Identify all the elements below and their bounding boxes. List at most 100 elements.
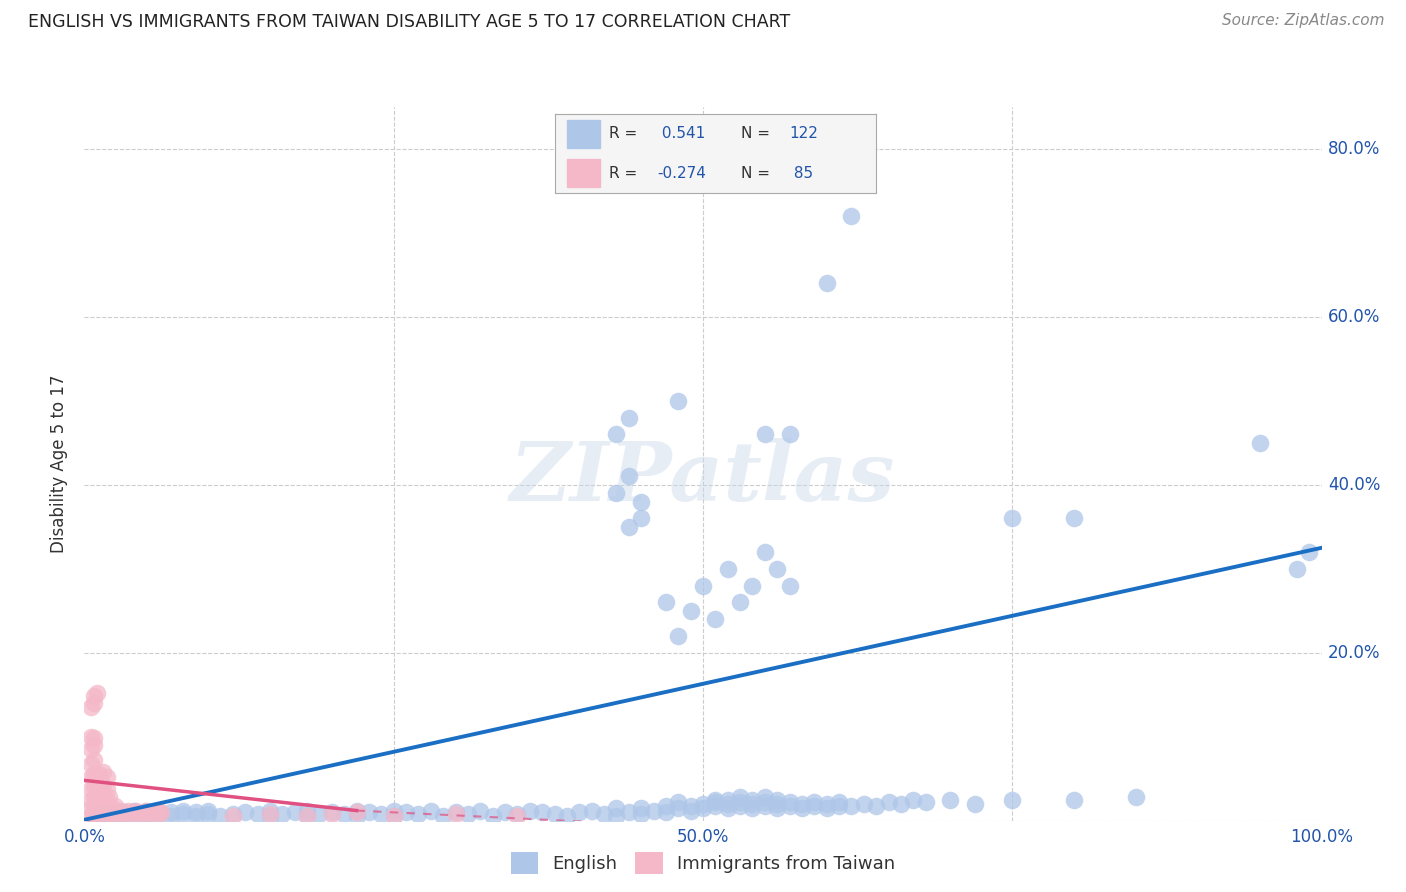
Point (581, 804, 603, 818)
Point (1001, 511, 1024, 525)
Point (135, 804, 157, 818)
Point (779, 795, 801, 809)
Point (890, 797, 912, 811)
Point (494, 805, 516, 820)
Point (903, 792, 925, 806)
Text: 80.0%: 80.0% (1327, 140, 1381, 158)
Point (122, 809, 145, 823)
Text: 40.0%: 40.0% (1327, 475, 1381, 494)
Point (643, 804, 665, 818)
Point (295, 804, 318, 818)
Point (160, 809, 183, 823)
Point (197, 806, 219, 821)
Point (605, 486, 627, 500)
Point (209, 809, 232, 823)
Point (679, 804, 702, 818)
Point (160, 805, 183, 820)
Text: R =: R = (609, 127, 637, 141)
Point (83, 753, 105, 767)
Point (741, 578, 763, 592)
Point (259, 809, 281, 823)
Point (82, 806, 104, 821)
Point (150, 805, 173, 820)
Point (555, 809, 578, 823)
Point (939, 792, 962, 806)
Point (108, 805, 131, 820)
Point (100, 801, 122, 815)
Text: -0.274: -0.274 (658, 166, 706, 180)
Point (790, 797, 813, 811)
Point (104, 806, 127, 821)
Point (197, 804, 219, 818)
Point (828, 795, 851, 809)
Point (1249, 435, 1271, 450)
Point (506, 806, 529, 821)
Point (754, 798, 776, 813)
Point (630, 801, 652, 815)
Text: 60.0%: 60.0% (1327, 308, 1381, 326)
Point (630, 511, 652, 525)
Point (135, 806, 157, 821)
Point (98, 798, 121, 813)
Text: ZIPatlas: ZIPatlas (510, 438, 896, 518)
Point (815, 277, 838, 291)
Point (98, 809, 121, 823)
Text: 0.541: 0.541 (658, 127, 706, 141)
Point (89, 780, 111, 794)
Point (122, 804, 145, 818)
Point (1063, 511, 1085, 525)
Point (779, 798, 801, 813)
Point (728, 790, 751, 805)
Point (284, 805, 307, 820)
Point (754, 790, 776, 805)
Point (86, 770, 108, 784)
Point (728, 795, 751, 809)
Point (704, 612, 727, 626)
Point (779, 578, 801, 592)
Point (666, 801, 689, 815)
Point (841, 798, 863, 813)
Point (655, 595, 678, 609)
Point (346, 805, 368, 820)
Point (129, 806, 152, 821)
Point (728, 798, 751, 813)
Point (135, 809, 157, 823)
Point (965, 797, 987, 811)
Point (877, 795, 900, 809)
Text: 122: 122 (789, 127, 818, 141)
Point (79, 781, 101, 796)
Point (86, 809, 108, 823)
Point (79, 809, 101, 823)
Point (1298, 545, 1320, 559)
Point (666, 629, 689, 643)
Point (100, 804, 122, 818)
Point (704, 795, 727, 809)
Point (692, 801, 714, 815)
Point (531, 805, 554, 820)
Point (432, 809, 454, 823)
Point (98, 806, 121, 821)
Point (86, 792, 108, 806)
Point (110, 809, 132, 823)
Point (692, 797, 714, 811)
Point (259, 804, 281, 818)
Point (1063, 792, 1085, 806)
Point (246, 806, 269, 821)
Point (717, 792, 740, 806)
Point (605, 427, 627, 442)
Point (717, 797, 740, 811)
Point (506, 809, 529, 823)
Point (89, 767, 111, 781)
Point (98, 805, 121, 820)
Point (754, 427, 776, 442)
Point (233, 805, 256, 820)
Point (125, 804, 148, 818)
Point (630, 806, 652, 821)
Point (135, 804, 157, 818)
Point (112, 805, 135, 820)
Point (370, 806, 392, 821)
Point (83, 798, 105, 813)
Point (828, 798, 851, 813)
Point (120, 806, 142, 821)
Point (728, 595, 751, 609)
